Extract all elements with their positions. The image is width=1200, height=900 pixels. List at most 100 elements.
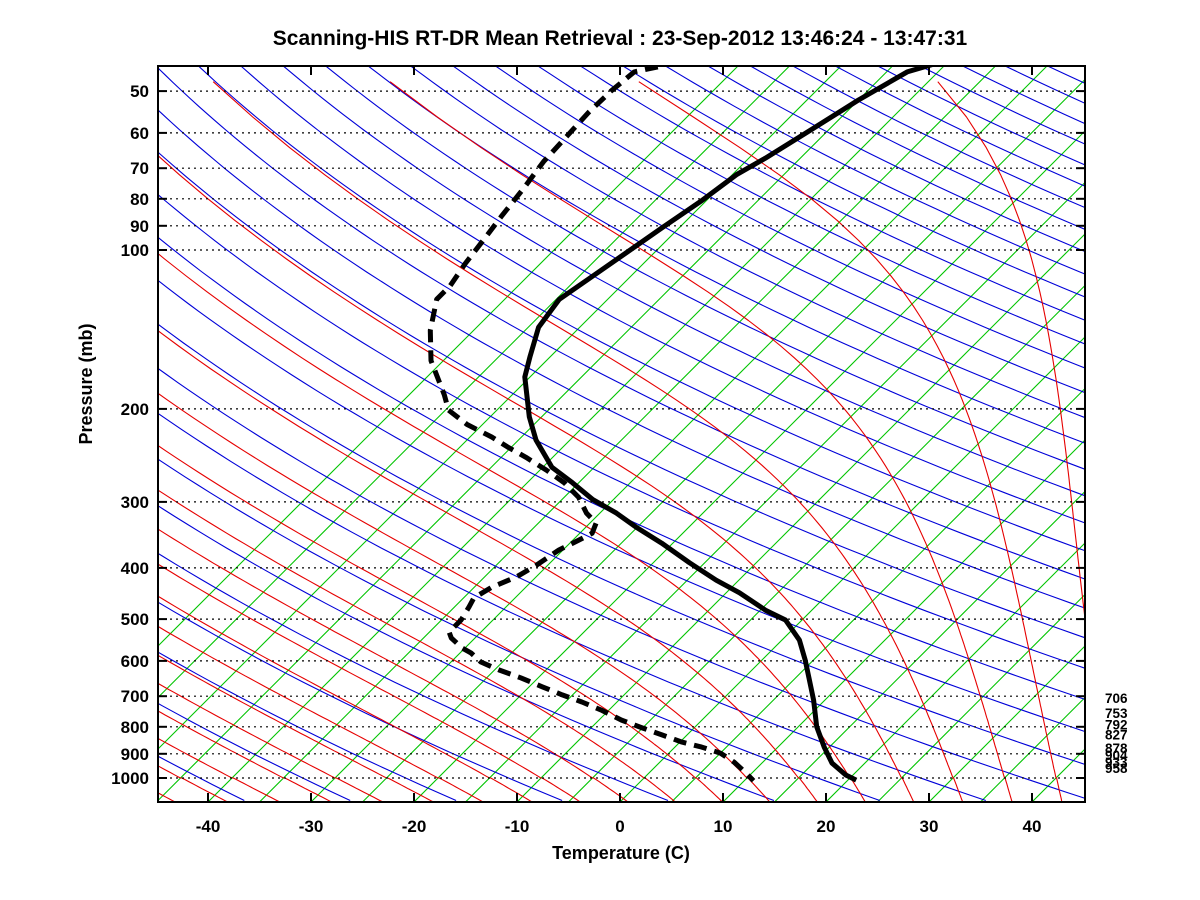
isotherm-line — [774, 490, 1085, 802]
moist-adiabat-line — [158, 154, 915, 802]
x-tick-label: 0 — [615, 817, 624, 836]
y-tick-label: 800 — [121, 718, 149, 737]
isotherm-line — [310, 66, 1048, 802]
dry-adiabat-line — [791, 66, 1085, 209]
x-tick-label: -20 — [402, 817, 427, 836]
moist-adiabat-line — [158, 528, 630, 802]
y-tick-label: 80 — [130, 190, 149, 209]
isotherm-line — [1083, 799, 1085, 802]
x-tick-label: 30 — [920, 817, 939, 836]
dry-adiabat-line — [158, 151, 1085, 639]
dry-adiabat-line — [197, 66, 1085, 552]
y-tick-label: 50 — [130, 82, 149, 101]
dry-adiabat-line — [158, 552, 669, 802]
y-tick-label: 700 — [121, 687, 149, 706]
dry-adiabat-line — [158, 67, 1085, 580]
moist-adiabat-line — [158, 444, 724, 802]
dry-adiabat-line — [158, 367, 1085, 799]
dry-adiabat-line — [537, 66, 1085, 345]
dry-adiabat-line — [664, 66, 1085, 275]
moist-adiabat-line — [158, 710, 333, 802]
y-tick-label: 70 — [130, 159, 149, 178]
moist-adiabat-line — [638, 81, 1063, 802]
dry-adiabat-line — [282, 66, 1085, 497]
moist-adiabat-line — [158, 737, 282, 802]
moist-adiabat-line — [0, 82, 126, 804]
y-tick-label: 400 — [121, 559, 149, 578]
dry-adiabat-line — [158, 109, 1085, 609]
moist-adiabat-line — [0, 82, 20, 804]
pressure-level-label: 904 — [1105, 748, 1128, 763]
moist-adiabat-line — [158, 392, 771, 802]
moist-adiabat-line — [158, 682, 385, 802]
moist-adiabat-line — [158, 563, 582, 802]
dry-adiabat-line — [367, 66, 1085, 444]
isotherm-line — [465, 181, 1085, 802]
moist-adiabat-line — [158, 252, 866, 802]
isotherm-line — [825, 542, 1085, 802]
dry-adiabat-line — [621, 66, 1085, 298]
isotherm-line — [158, 66, 790, 699]
temperature-curve — [522, 66, 937, 783]
moist-adiabat-line — [0, 82, 73, 804]
dry-adiabat-line — [158, 323, 1085, 765]
x-tick-label: 20 — [817, 817, 836, 836]
y-tick-label: 1000 — [111, 769, 149, 788]
dry-adiabat-line — [158, 412, 986, 802]
moist-adiabat-line — [158, 654, 435, 802]
pressure-level-label: 827 — [1105, 727, 1128, 742]
dry-adiabat-line — [579, 66, 1085, 321]
y-tick-label: 200 — [121, 400, 149, 419]
y-tick-label: 300 — [121, 493, 149, 512]
figure-title: Scanning-HIS RT-DR Mean Retrieval : 23-S… — [272, 27, 968, 50]
isotherm-line — [722, 439, 1085, 802]
x-axis-label: Temperature (C) — [552, 843, 690, 863]
dry-adiabat-line — [1003, 66, 1085, 104]
y-tick-label: 60 — [130, 124, 149, 143]
isotherm-line — [259, 66, 996, 802]
dry-adiabat-line — [749, 66, 1085, 230]
moist-adiabat-line — [158, 330, 819, 802]
dry-adiabat-line — [158, 193, 1085, 669]
y-tick-label: 900 — [121, 745, 149, 764]
dry-adiabat-line — [409, 66, 1085, 419]
plot-border — [157, 65, 1086, 803]
moist-adiabat-line — [1128, 82, 1163, 804]
isotherm-line — [207, 66, 945, 802]
dry-adiabat-line — [158, 601, 563, 802]
x-tick-label: 10 — [714, 817, 733, 836]
moist-adiabat-line — [212, 81, 964, 802]
y-tick-label: 100 — [121, 241, 149, 260]
dewpoint-curve — [427, 66, 756, 783]
moist-adiabat-line — [158, 595, 534, 802]
pressure-level-label: 706 — [1105, 691, 1128, 706]
dry-adiabat-line — [158, 505, 775, 802]
dry-adiabat-line — [240, 66, 1085, 524]
dry-adiabat-line — [706, 66, 1085, 253]
dry-adiabat-line — [452, 66, 1085, 394]
isotherm-line — [671, 387, 1085, 802]
isotherm-line — [568, 284, 1085, 802]
y-tick-label: 600 — [121, 652, 149, 671]
moist-adiabat-line — [937, 81, 1085, 624]
x-tick-label: -40 — [196, 817, 221, 836]
isotherm-line — [158, 66, 739, 647]
dry-adiabat-line — [158, 651, 457, 802]
moist-adiabat-line — [389, 81, 1013, 802]
moist-adiabat-line — [158, 489, 677, 802]
isotherm-line — [877, 593, 1085, 802]
dry-adiabat-line — [834, 66, 1085, 187]
dry-adiabat-line — [1058, 51, 1200, 800]
dry-adiabat-line — [158, 236, 1085, 700]
pressure-level-label: 792 — [1105, 718, 1128, 733]
isotherm-line — [362, 78, 1085, 802]
x-tick-label: 40 — [1023, 817, 1042, 836]
isotherm-line — [516, 233, 1085, 802]
moist-adiabat-line — [158, 625, 485, 802]
moist-adiabat-line — [158, 792, 177, 802]
isotherm-line — [928, 645, 1085, 802]
pressure-level-label: 878 — [1105, 741, 1128, 756]
pressure-level-label: 933 — [1105, 755, 1128, 770]
dry-adiabat-line — [158, 458, 880, 802]
